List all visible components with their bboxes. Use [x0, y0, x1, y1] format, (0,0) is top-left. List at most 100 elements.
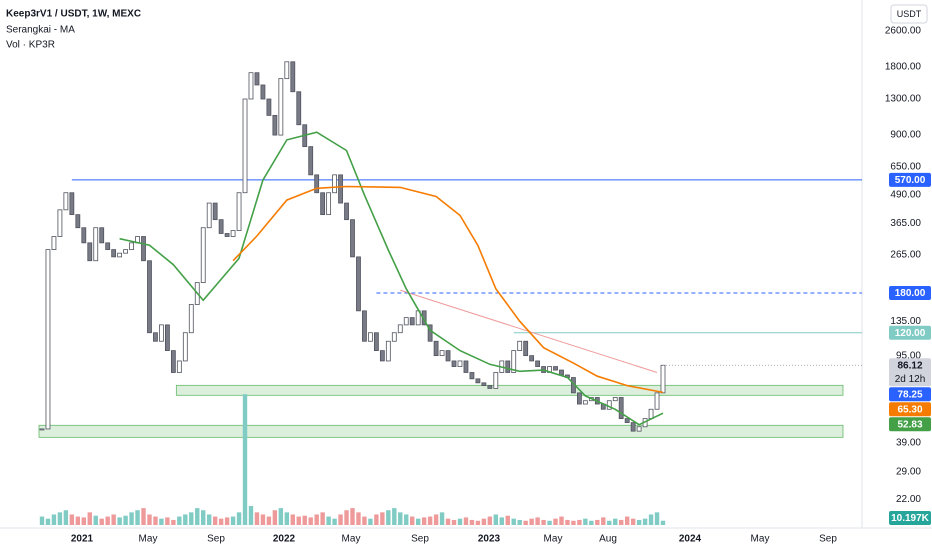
candle-body — [654, 392, 660, 410]
volume-bar — [266, 516, 272, 525]
volume-bar — [57, 512, 63, 525]
volume-bar — [87, 512, 92, 525]
countdown: 2d 12h — [895, 374, 926, 385]
volume-bar — [642, 518, 648, 525]
candle-body — [188, 304, 194, 334]
volume-bar — [111, 514, 116, 525]
candle-body — [427, 324, 433, 342]
candle-body — [93, 227, 99, 262]
candle-body — [206, 202, 212, 229]
volume-bar — [553, 518, 558, 525]
candle-body — [553, 366, 558, 371]
y-tick-label: 265.00 — [890, 250, 921, 261]
volume-bar — [529, 518, 534, 525]
volume-bar — [105, 516, 110, 525]
volume-bar — [39, 516, 45, 525]
candle-body — [475, 378, 481, 384]
candle-body — [523, 340, 529, 357]
candle-body — [117, 252, 123, 258]
y-tick-label: 29.00 — [896, 467, 921, 478]
volume-bar — [624, 516, 630, 525]
volume-bar — [511, 518, 516, 525]
indicator-name[interactable]: Serangkai - MA — [6, 25, 75, 36]
candle-body — [260, 84, 266, 100]
candle-body — [636, 426, 642, 432]
volume-bar — [415, 518, 421, 525]
x-tick-label: Sep — [207, 534, 225, 545]
volume-bar — [224, 517, 230, 525]
volume-bar — [398, 512, 403, 525]
price-label-box — [889, 285, 931, 300]
candle-body — [248, 72, 254, 100]
volume-bar — [589, 520, 594, 525]
x-tick-label: 2023 — [478, 534, 501, 545]
volume-bar — [374, 514, 379, 525]
volume-bar — [123, 515, 128, 525]
volume-bar — [314, 514, 319, 525]
candle-body — [648, 408, 654, 419]
volume-bar — [45, 518, 51, 525]
volume-bar — [380, 512, 385, 525]
candle-body — [266, 98, 272, 116]
price-label-box — [889, 402, 931, 417]
x-tick-label: Sep — [819, 534, 837, 545]
volume-bar — [63, 510, 69, 525]
candle-body — [487, 385, 493, 389]
price-label-box — [889, 358, 931, 387]
price-label-box — [889, 172, 931, 187]
candle-body — [63, 192, 69, 211]
price-label: 120.00 — [895, 328, 926, 339]
candle-body — [314, 174, 320, 194]
candle-body — [45, 249, 51, 430]
volume-bar — [254, 512, 260, 525]
x-tick-label: Sep — [411, 534, 429, 545]
volume-label-box — [889, 511, 931, 525]
volume-label: 10.197K — [891, 513, 930, 524]
volume-bar — [302, 515, 307, 525]
symbol-title: Keep3rV1 / USDT, 1W, MEXC — [6, 9, 141, 20]
volume-bar — [206, 514, 212, 525]
candle-body — [469, 372, 475, 380]
volume-bar — [648, 514, 654, 525]
candle-body — [505, 360, 511, 373]
candle-body — [218, 219, 224, 234]
candle-body — [141, 236, 146, 262]
volume-bar — [392, 508, 397, 525]
candle-body — [332, 174, 337, 194]
candle-body — [182, 332, 188, 362]
y-tick-label: 900.00 — [890, 130, 921, 141]
candle-body — [463, 360, 469, 373]
volume-bar — [517, 519, 522, 525]
currency-label[interactable]: USDT — [897, 9, 922, 19]
candle-body — [296, 91, 302, 126]
volume-name[interactable]: Vol · KP3R — [6, 40, 55, 51]
volume-bar — [410, 516, 415, 525]
volume-bar — [117, 517, 122, 525]
currency-button[interactable] — [890, 4, 928, 24]
axes: 2600.00 1800.00 1300.00 900.00 650.00 490.00 3… — [71, 26, 931, 545]
candle-body — [153, 332, 158, 342]
volume-bar — [505, 515, 510, 525]
volume-bar — [487, 516, 493, 525]
candle-body — [129, 242, 134, 251]
candle-body — [624, 418, 630, 424]
volume-bar — [308, 517, 313, 525]
candle-body — [350, 219, 355, 258]
price-label-box — [889, 325, 931, 340]
candle-body — [159, 324, 164, 342]
candle-body — [75, 214, 81, 229]
y-tick-label: 135.00 — [890, 316, 921, 327]
x-tick-label: 2022 — [273, 534, 296, 545]
candle-body — [176, 360, 182, 373]
support-zone — [38, 424, 844, 438]
volume-bar — [577, 519, 582, 525]
volume-bar — [475, 520, 481, 525]
volume-bar — [290, 514, 295, 525]
volume-bar — [523, 520, 528, 525]
candle-body — [290, 61, 296, 93]
candle-body — [493, 372, 499, 389]
x-tick-label: May — [342, 534, 361, 545]
volume-bar — [481, 518, 487, 525]
